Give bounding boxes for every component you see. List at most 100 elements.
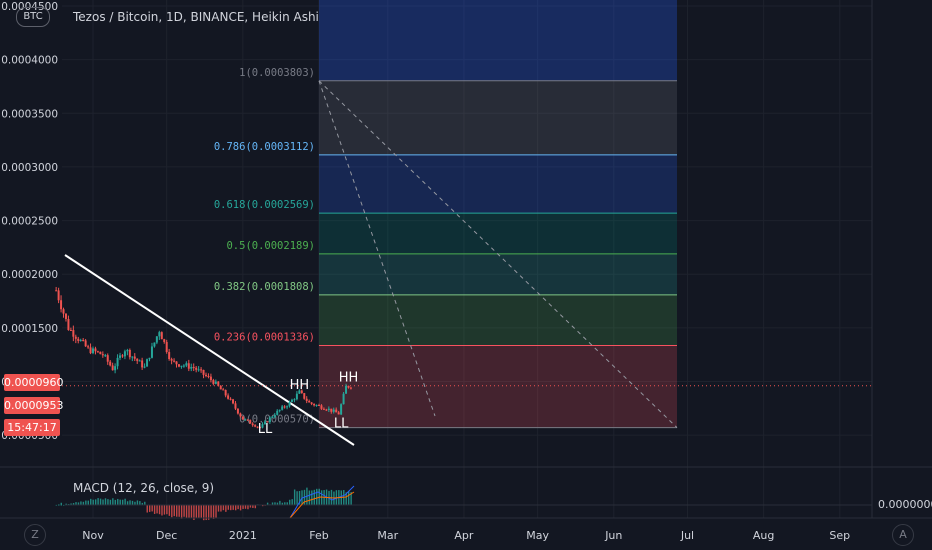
candle-body bbox=[349, 387, 352, 389]
macd-bar bbox=[171, 505, 173, 518]
signal-line bbox=[289, 491, 355, 519]
currency-tag[interactable]: BTC bbox=[16, 7, 50, 27]
candle-body bbox=[229, 398, 232, 400]
macd-bar bbox=[190, 505, 193, 518]
macd-bar bbox=[308, 490, 311, 506]
x-tick-label: Mar bbox=[377, 529, 398, 542]
macd-bar bbox=[284, 502, 286, 506]
y-tick-label: 0.0003000 bbox=[1, 162, 58, 174]
candle-body bbox=[55, 290, 58, 292]
candle-body bbox=[165, 341, 168, 353]
macd-bar bbox=[298, 490, 301, 506]
candle-body bbox=[94, 348, 97, 352]
annotations: HH HH LL LL bbox=[258, 371, 359, 437]
candle-body bbox=[190, 366, 193, 369]
candle-body bbox=[158, 332, 161, 337]
macd-bar bbox=[293, 489, 296, 506]
candle-body bbox=[114, 366, 117, 371]
last-price-label: 0.0000960 bbox=[4, 374, 64, 391]
annotation-label: HH bbox=[339, 371, 359, 386]
candle-body bbox=[123, 351, 126, 357]
fib-level-label: 0.382(0.0001808) bbox=[214, 281, 315, 293]
y-tick-label: 0.0001500 bbox=[1, 323, 58, 335]
macd-pane bbox=[55, 485, 872, 521]
candle-body bbox=[276, 410, 279, 415]
macd-bar bbox=[136, 500, 139, 506]
auto-scale-button[interactable]: A bbox=[892, 524, 914, 546]
candle-body bbox=[249, 420, 252, 424]
macd-bar bbox=[178, 505, 180, 517]
candle-body bbox=[298, 390, 301, 394]
zoom-button[interactable]: Z bbox=[24, 524, 46, 546]
candle-body bbox=[131, 356, 134, 358]
macd-bar bbox=[131, 500, 134, 506]
macd-bar bbox=[279, 500, 281, 506]
macd-bar bbox=[158, 505, 161, 515]
annotation-label: HH bbox=[290, 378, 310, 393]
candle-body bbox=[310, 402, 313, 404]
x-tick-label: Sep bbox=[829, 529, 850, 542]
candle-body bbox=[214, 381, 217, 384]
candle-body bbox=[96, 351, 99, 353]
fib-level-label: 0(0.0000570) bbox=[239, 414, 315, 426]
fib-zone-top bbox=[319, 0, 677, 81]
candle-body bbox=[111, 365, 114, 371]
candle-body bbox=[219, 385, 222, 390]
macd-bar bbox=[195, 505, 198, 518]
candle-body bbox=[155, 336, 158, 343]
macd-bar bbox=[141, 502, 144, 506]
trend-line[interactable] bbox=[62, 254, 872, 446]
x-axis[interactable]: Nov Dec 2021 Feb Mar Apr May Jun Jul Aug Sep bbox=[82, 529, 850, 542]
macd-bar bbox=[129, 500, 131, 506]
candle-body bbox=[246, 419, 249, 421]
macd-bar bbox=[153, 505, 156, 514]
macd-bar bbox=[320, 490, 323, 506]
candle-body bbox=[305, 398, 308, 401]
macd-bar bbox=[237, 505, 239, 510]
macd-bar bbox=[311, 490, 313, 506]
y-tick-label: 0.0004000 bbox=[1, 55, 58, 67]
macd-bar bbox=[163, 505, 166, 515]
macd-bar bbox=[210, 505, 212, 519]
macd-legend: MACD (12, 26, close, 9) bbox=[73, 481, 215, 495]
candle-body bbox=[89, 347, 92, 354]
candle-body bbox=[153, 342, 156, 347]
macd-bar bbox=[70, 503, 72, 506]
fib-dashed-line bbox=[318, 80, 436, 417]
candle-body bbox=[187, 363, 190, 369]
macd-bar bbox=[244, 505, 247, 509]
candle-body bbox=[99, 351, 102, 355]
candle-body bbox=[209, 376, 212, 381]
macd-bar bbox=[350, 492, 352, 506]
fibonacci-retracement[interactable]: 1(0.0003803) 0.786(0.0003112) 0.618(0.0002… bbox=[214, 0, 678, 429]
macd-bar bbox=[266, 502, 269, 506]
candle-body bbox=[241, 416, 244, 420]
fib-level-label: 0.618(0.0002569) bbox=[214, 199, 315, 211]
candle-body bbox=[121, 355, 124, 357]
candle-body bbox=[330, 408, 333, 412]
candle-body bbox=[268, 417, 271, 423]
macd-bar bbox=[183, 505, 185, 517]
candle-body bbox=[313, 403, 316, 406]
macd-bar bbox=[117, 498, 119, 506]
macd-bar bbox=[94, 499, 97, 506]
macd-bar bbox=[176, 505, 178, 517]
candle-body bbox=[182, 365, 185, 367]
macd-bar bbox=[203, 505, 205, 521]
candle-body bbox=[266, 421, 269, 423]
candle-body bbox=[192, 366, 195, 368]
candle-body bbox=[293, 399, 296, 401]
y-tick-label: 0.0003500 bbox=[1, 108, 58, 120]
candle-body bbox=[315, 404, 318, 406]
candle-body bbox=[104, 355, 107, 357]
candle-body bbox=[173, 360, 176, 362]
fib-level-label: 0.236(0.0001336) bbox=[214, 331, 315, 343]
candle-body bbox=[232, 399, 235, 404]
macd-bar bbox=[200, 505, 202, 518]
candle-body bbox=[303, 393, 306, 399]
candle-body bbox=[109, 361, 112, 366]
macd-bar bbox=[262, 505, 264, 507]
macd-bar bbox=[230, 505, 232, 511]
macd-bar bbox=[75, 502, 77, 506]
